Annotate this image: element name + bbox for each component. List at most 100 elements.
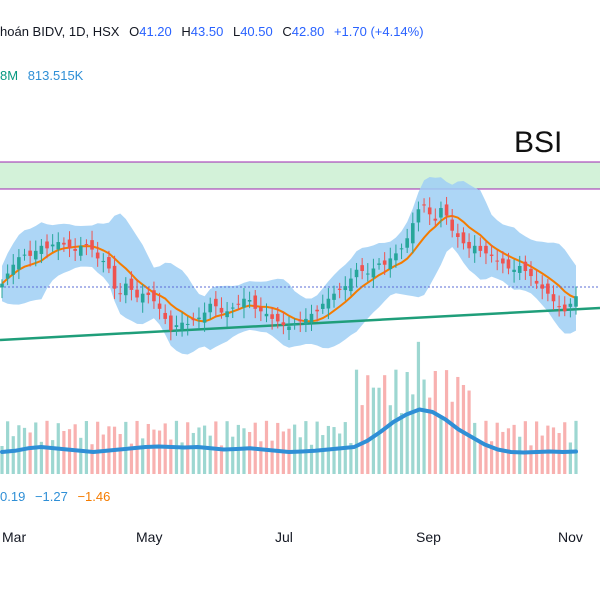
candle-body — [551, 294, 556, 302]
candle — [399, 243, 404, 260]
candle-body — [546, 283, 550, 294]
volume-bar — [146, 423, 150, 474]
candle-body — [39, 245, 44, 254]
candle — [225, 302, 229, 327]
volume-bar — [141, 438, 145, 474]
candle — [0, 279, 4, 299]
candle-body — [461, 232, 466, 244]
candle-body — [343, 286, 348, 291]
candle-body — [253, 295, 258, 309]
candle-body — [50, 244, 55, 247]
candle-body — [320, 303, 325, 309]
candle — [506, 252, 511, 275]
candle-body — [557, 306, 561, 308]
candle-body — [298, 319, 303, 322]
candle — [95, 241, 100, 267]
candle — [17, 249, 21, 280]
volume-bar — [180, 442, 184, 474]
candle — [405, 228, 409, 254]
candle — [135, 279, 139, 303]
candle-body — [33, 250, 38, 260]
candle-body — [185, 323, 190, 325]
candle-body — [129, 278, 134, 290]
volume-bar — [523, 421, 527, 474]
candle — [411, 212, 415, 254]
candle-body — [214, 298, 218, 307]
volume-bar — [478, 440, 482, 474]
candle — [287, 316, 291, 340]
candle-body — [467, 241, 471, 249]
candle-body — [478, 245, 483, 251]
volume-bar — [383, 375, 387, 474]
volume-bar — [405, 372, 409, 474]
candle-body — [388, 258, 393, 270]
volume-bar — [473, 422, 477, 474]
candle-body — [112, 265, 117, 289]
candle — [562, 296, 567, 317]
candle — [185, 316, 190, 336]
candle-body — [140, 293, 145, 303]
volume-bar — [512, 424, 516, 474]
candle — [377, 258, 381, 270]
resistance-zone-fill — [0, 162, 600, 189]
candle-body — [247, 300, 252, 302]
candle — [433, 208, 438, 227]
candle-body — [489, 254, 494, 256]
candle — [157, 292, 162, 320]
volume-bar — [366, 375, 370, 474]
candle-body — [399, 248, 404, 250]
volume-bar — [433, 370, 437, 474]
candle — [337, 282, 342, 299]
volume-bar — [467, 390, 471, 474]
volume-bar — [270, 440, 274, 474]
volume-bar — [79, 437, 83, 474]
candle-body — [180, 322, 184, 330]
candle — [292, 318, 297, 330]
volume-bar — [574, 420, 578, 474]
candle — [349, 268, 353, 296]
volume-bar — [191, 432, 195, 474]
candle-body — [517, 265, 522, 273]
candle-body — [382, 260, 387, 265]
candle-body — [169, 315, 173, 331]
candle — [427, 197, 432, 225]
volume-bar — [484, 420, 488, 474]
candle — [275, 307, 280, 329]
candle-body — [236, 303, 241, 305]
candle — [574, 286, 578, 315]
volume-bar — [152, 429, 156, 474]
candle-body — [377, 263, 381, 265]
candle — [484, 240, 488, 265]
volume-bar — [563, 422, 567, 474]
candle-body — [529, 268, 533, 277]
candle — [219, 297, 224, 319]
candle — [315, 305, 319, 322]
candle-body — [450, 219, 454, 231]
volume-bar — [6, 421, 10, 474]
volume-bar — [62, 430, 66, 474]
x-tick-mar: Mar — [2, 529, 27, 545]
candle — [489, 245, 494, 263]
candle-body — [270, 314, 274, 319]
candle-body — [371, 268, 376, 278]
symbol-header: hoán BIDV, 1D, HSX O41.20 H43.50 L40.50 … — [0, 24, 424, 39]
candle-body — [332, 293, 336, 300]
volume-ma-path — [0, 407, 578, 455]
volume-bar — [540, 435, 544, 474]
candle-body — [45, 241, 49, 249]
candle — [546, 278, 550, 302]
candle — [439, 201, 443, 228]
candle — [540, 275, 545, 300]
candle-body — [197, 317, 201, 320]
candle — [557, 295, 561, 317]
candle — [512, 259, 516, 283]
candle — [146, 287, 151, 304]
histogram-value: −1.46 — [77, 489, 111, 504]
candle — [208, 297, 213, 320]
close-value: 42.80 — [291, 24, 325, 39]
candle-body — [349, 278, 353, 292]
bollinger-bands — [2, 177, 576, 355]
volume-bar — [84, 421, 89, 474]
candle-body — [146, 292, 151, 295]
